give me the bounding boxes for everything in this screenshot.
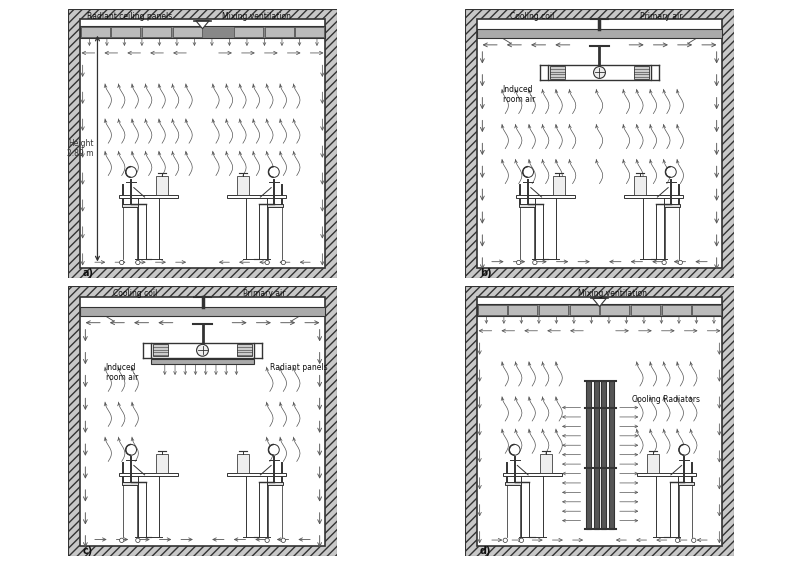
Text: Cooling coil: Cooling coil — [113, 289, 157, 298]
Bar — [122, 204, 138, 207]
Bar — [153, 344, 168, 356]
Circle shape — [523, 167, 533, 177]
Polygon shape — [196, 20, 209, 29]
Bar — [638, 473, 696, 476]
Polygon shape — [593, 298, 606, 307]
Bar — [111, 27, 140, 37]
Circle shape — [269, 445, 279, 455]
Bar — [634, 66, 649, 79]
Circle shape — [678, 260, 683, 265]
Bar — [569, 305, 598, 315]
Bar — [80, 307, 325, 316]
Bar — [267, 204, 283, 207]
Bar — [505, 481, 521, 485]
Text: Cooling coil: Cooling coil — [510, 11, 554, 20]
Circle shape — [136, 538, 140, 543]
Bar — [237, 176, 249, 195]
Bar — [152, 359, 253, 363]
Circle shape — [679, 445, 690, 455]
Text: Cooling Radiators: Cooling Radiators — [632, 395, 700, 404]
Bar — [553, 176, 565, 195]
Circle shape — [136, 260, 140, 265]
Bar — [549, 65, 650, 80]
Bar — [477, 304, 722, 316]
Bar — [295, 27, 324, 37]
Bar — [539, 305, 568, 315]
Text: Primary air: Primary air — [243, 289, 286, 298]
Bar — [692, 305, 721, 315]
Bar — [152, 343, 253, 358]
Circle shape — [282, 538, 286, 543]
Bar — [601, 305, 630, 315]
Bar — [508, 305, 537, 315]
Circle shape — [119, 538, 124, 543]
Bar — [237, 454, 249, 473]
Bar — [503, 473, 561, 476]
Circle shape — [119, 260, 124, 265]
Bar — [540, 454, 552, 473]
Bar — [156, 454, 168, 473]
Bar — [142, 27, 171, 37]
Bar — [477, 29, 722, 38]
Circle shape — [662, 260, 666, 265]
Circle shape — [519, 538, 524, 543]
Text: Radiant panels: Radiant panels — [269, 363, 327, 371]
Bar — [80, 26, 325, 38]
Bar — [227, 195, 286, 198]
Bar — [678, 481, 694, 485]
Bar — [550, 66, 565, 79]
Circle shape — [126, 445, 136, 455]
Circle shape — [126, 167, 136, 177]
Bar — [593, 380, 599, 528]
Circle shape — [675, 538, 680, 543]
Bar — [265, 27, 294, 37]
Bar — [624, 195, 683, 198]
Bar — [586, 380, 591, 528]
Circle shape — [269, 167, 279, 177]
Bar — [609, 380, 614, 528]
Bar — [119, 473, 178, 476]
Circle shape — [196, 344, 209, 356]
Text: a): a) — [83, 268, 94, 278]
Circle shape — [265, 538, 269, 543]
Circle shape — [533, 260, 537, 265]
Circle shape — [691, 538, 696, 543]
Bar — [519, 204, 535, 207]
Text: b): b) — [480, 268, 492, 278]
Circle shape — [282, 260, 286, 265]
Circle shape — [265, 260, 269, 265]
Bar — [631, 305, 660, 315]
Text: d): d) — [480, 546, 491, 556]
Text: Mixing ventilation: Mixing ventilation — [222, 12, 291, 21]
Circle shape — [516, 260, 520, 265]
Text: Primary air: Primary air — [640, 11, 683, 20]
Bar — [602, 380, 606, 528]
Bar — [634, 176, 646, 195]
Bar — [122, 481, 138, 485]
Bar — [478, 305, 507, 315]
Text: Induced
room air: Induced room air — [106, 363, 138, 382]
Circle shape — [509, 445, 520, 455]
Circle shape — [666, 167, 676, 177]
Bar — [664, 204, 680, 207]
Text: Radiant ceiling panels: Radiant ceiling panels — [87, 12, 172, 21]
Circle shape — [593, 66, 606, 78]
Bar — [516, 195, 575, 198]
Bar — [156, 176, 168, 195]
Bar — [237, 344, 252, 356]
Bar — [647, 454, 659, 473]
Bar — [234, 27, 263, 37]
Text: Mixing ventilation: Mixing ventilation — [578, 289, 647, 298]
Bar — [227, 473, 286, 476]
Circle shape — [503, 538, 508, 543]
Bar — [119, 195, 178, 198]
Bar — [81, 27, 110, 37]
Bar — [267, 481, 283, 485]
Text: c): c) — [83, 546, 93, 556]
Text: Height
2.89 m: Height 2.89 m — [67, 139, 93, 158]
Text: Induced
room air: Induced room air — [503, 85, 535, 104]
Bar — [662, 305, 691, 315]
Bar — [172, 27, 201, 37]
